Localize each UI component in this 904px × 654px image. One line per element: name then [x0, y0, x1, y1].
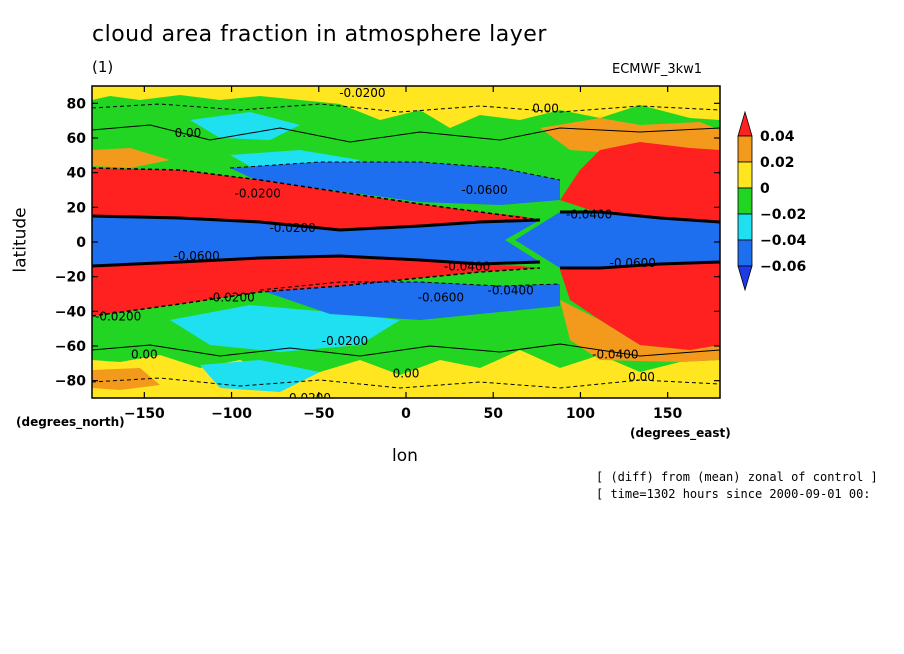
x-tick-label: −150 — [124, 406, 165, 422]
contour-value-label: -0.0200 — [235, 186, 281, 200]
contour-value-label: 0.00 — [131, 348, 158, 362]
model-label: ECMWF_3kw1 — [612, 62, 703, 77]
contour-value-label: -0.0200 — [269, 221, 315, 235]
y-tick-label: −60 — [55, 339, 86, 355]
contour-value-label: -0.0400 — [592, 348, 638, 362]
y-tick-label: −40 — [55, 304, 86, 320]
contour-line — [560, 260, 720, 270]
red-band-north-west — [92, 168, 540, 230]
colorbar-level-label: 0.04 — [760, 129, 795, 145]
colorbar-level-label: −0.04 — [760, 233, 807, 249]
contour-value-label: -0.0600 — [174, 249, 220, 263]
red-blob-east-north — [560, 142, 720, 222]
contour-field: -0.0200 0.00 0.00 -0.0200 -0.0600 -0.0400 -0.0… — [92, 86, 720, 405]
units-label: (1) — [92, 58, 114, 76]
contour-value-label: 0.00 — [175, 126, 202, 140]
x-tick-label: 100 — [566, 406, 595, 422]
y-axis-unit: (degrees_north) — [16, 415, 125, 429]
contour-line — [92, 214, 541, 232]
x-tick-label: −50 — [303, 406, 334, 422]
colorbar-level-label: 0 — [760, 181, 770, 197]
contour-value-label: 0.00 — [532, 102, 559, 116]
south-blue-band — [260, 282, 560, 320]
contour-value-label: -0.0400 — [488, 284, 534, 298]
y-tick-label: 20 — [67, 200, 87, 216]
colorbar-swatch — [737, 239, 753, 267]
colorbar-level-label: 0.02 — [760, 155, 795, 171]
contour-value-label: -0.0200 — [208, 290, 254, 304]
colorbar-swatch — [737, 161, 753, 189]
south-orange-region — [560, 300, 720, 362]
contour-value-label: -0.0400 — [444, 259, 490, 273]
equatorial-blue-band — [92, 216, 540, 266]
contour-value-label: 0.00 — [393, 367, 420, 381]
colorbar-swatch — [737, 135, 753, 163]
y-tick-label: 60 — [67, 131, 87, 147]
contour-value-label: -0.0600 — [461, 183, 507, 197]
colorbar-top-arrow — [737, 110, 753, 137]
colorbar-legend: 0.04 0.02 0 −0.02 −0.04 −0.06 — [737, 110, 807, 292]
contour-labels: -0.0200 0.00 0.00 -0.0200 -0.0600 -0.0400 -0.0… — [95, 86, 656, 405]
x-axis-ticks: −150 −100 −50 0 50 100 150 — [124, 86, 683, 422]
y-tick-label: −20 — [55, 270, 86, 286]
colorbar-level-label: −0.06 — [760, 259, 806, 275]
colorbar-bottom-arrow — [737, 265, 753, 292]
cyan-patch-south2 — [200, 360, 320, 392]
red-band-south-west — [92, 256, 540, 316]
contour-line — [92, 254, 541, 268]
contour-value-label: -0.0200 — [339, 86, 385, 100]
footnote-time: [ time=1302 hours since 2000-09-01 00: — [596, 487, 871, 501]
y-axis-ticks: −80 −60 −40 −20 0 20 40 60 80 — [55, 96, 720, 390]
y-tick-label: 80 — [67, 96, 87, 112]
contour-line — [92, 377, 720, 389]
north-west-orange — [92, 148, 170, 168]
south-west-orange — [92, 368, 160, 390]
north-blue-band — [230, 162, 560, 205]
x-tick-label: 50 — [483, 406, 503, 422]
cyan-patch-south — [170, 305, 400, 352]
contour-lines — [92, 103, 720, 389]
footnote-diff: [ (diff) from (mean) zonal of control ] — [596, 470, 878, 484]
equatorial-blue-east — [515, 212, 720, 268]
red-blob-east-south — [560, 262, 720, 350]
contour-value-label: 0.00 — [628, 370, 655, 384]
north-orange-region — [540, 118, 720, 152]
contour-value-label: -0.0200 — [322, 334, 368, 348]
contour-line — [92, 124, 720, 143]
y-tick-label: 0 — [76, 235, 86, 251]
y-tick-label: 40 — [67, 166, 87, 182]
contour-value-label: -0.0400 — [566, 207, 612, 221]
contour-line — [259, 281, 561, 291]
north-yellow-region — [92, 86, 720, 128]
x-tick-label: 150 — [653, 406, 682, 422]
colorbar-swatch — [737, 187, 753, 215]
chart-title: cloud area fraction in atmosphere layer — [92, 22, 547, 47]
contour-line — [560, 210, 720, 224]
y-tick-label: −80 — [55, 374, 86, 390]
contour-value-label: -0.0600 — [610, 256, 656, 270]
contour-line — [92, 103, 720, 113]
colorbar-level-label: −0.02 — [760, 207, 806, 223]
contour-line — [92, 343, 720, 357]
contour-value-label: -0.0200 — [95, 310, 141, 324]
colorbar-swatch — [737, 213, 753, 241]
contour-line — [229, 161, 561, 181]
x-axis-unit: (degrees_east) — [630, 426, 731, 440]
contour-value-label: 0.0200 — [289, 391, 331, 405]
contour-value-label: -0.0600 — [418, 290, 464, 304]
x-tick-label: −100 — [211, 406, 252, 422]
x-axis-label: lon — [392, 446, 418, 466]
x-tick-label: 0 — [401, 406, 411, 422]
cyan-patch-north — [190, 112, 300, 140]
